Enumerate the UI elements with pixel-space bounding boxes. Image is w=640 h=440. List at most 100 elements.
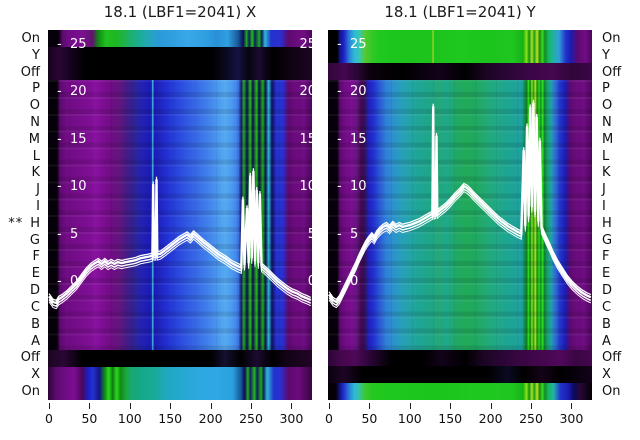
heatmap-panel-y: - 25 - 20 - 15 - 10 - 5 - 0 [328,30,592,400]
y-tick-label: - 10 [337,179,367,194]
heatmap-strip [328,366,592,383]
row-label-right: O [601,97,639,114]
row-label-right: X [601,366,639,383]
row-label-right: C [601,299,639,316]
x-tick-mark [369,403,371,409]
panel-y-title: 18.1 (LBF1=2041) Y [384,3,536,21]
y-tick-label: - 0 [337,274,359,289]
row-label-left: E [0,265,45,282]
x-tick-label: 300 [279,411,304,426]
heatmap-strip [328,63,592,80]
row-label-left: M [0,131,45,148]
row-label-left: L [0,148,45,165]
row-label-right-text: D [602,283,613,299]
heatmap-strip [48,30,312,47]
y-tick-label: - 20 [337,84,367,99]
heatmap-strip [48,367,312,400]
x-tick-label: 200 [478,411,503,426]
heatmap-strip [328,383,592,400]
row-label-right: G [601,232,639,249]
row-label-right-text: On [602,383,621,399]
heatmap-strip [328,80,592,350]
heatmap-strip [328,350,592,366]
row-label-right-text: C [602,299,612,315]
y-tick-label-right: 10 [299,179,312,194]
row-label-left: D [0,282,45,299]
row-marker: ** [8,215,24,231]
x-tick-label: 150 [438,411,463,426]
x-tick-mark [291,403,293,409]
row-label-left-text: C [30,299,40,315]
row-label-left: C [0,299,45,316]
heatmap-strip [48,350,312,367]
row-label-right: On [601,383,639,400]
x-tick-label: 300 [559,411,584,426]
row-label-right-text: F [602,249,610,265]
row-label-right: N [601,114,639,131]
x-tick-label: 200 [198,411,223,426]
row-label-left: Off [0,64,45,81]
row-labels-left: On Y Off P O N M L K J I ** H G F E D C B A Off X On [0,30,45,400]
row-label-left-text: A [31,333,40,349]
y-tick-label-right: 20 [299,84,312,99]
row-label-right-text: E [602,266,611,282]
x-tick-mark [170,403,172,409]
row-label-right-text: N [602,114,612,130]
x-tick-label: 250 [239,411,263,426]
heatmap-panel-x: - 25 - 20 - 15 - 10 - 5 - 0 25 20 15 10 5 0 [48,30,312,400]
x-tick-label: 100 [397,411,422,426]
row-label-right: H [601,215,639,232]
y-tick-label: - 10 [57,179,87,194]
heatmap-strip [48,80,312,350]
row-label-right: I [601,198,639,215]
row-label-right: P [601,80,639,97]
panel-x-title: 18.1 (LBF1=2041) X [103,3,257,21]
y-tick-label: - 5 [337,226,359,242]
x-tick-mark [571,403,573,409]
y-tick-label-right: 25 [299,36,312,52]
row-label-left: P [0,80,45,97]
y-tick-label-right: 0 [307,274,312,289]
row-label-left-text: X [31,367,40,383]
row-label-right: J [601,181,639,198]
row-label-left-text: N [30,114,40,130]
row-label-left-text: B [31,316,40,332]
x-tick-mark [490,403,492,409]
y-tick-label: - 0 [57,274,79,289]
x-tick-label: 50 [81,411,98,426]
row-labels-right: On Y Off P O N M L K J I H G F E D C B A Off X On [601,30,639,400]
row-label-left-text: F [32,249,40,265]
x-tick-mark [531,403,532,409]
row-label-right-text: On [602,30,621,46]
row-label-right: L [601,148,639,165]
row-label-left-text: O [29,98,40,114]
row-label-left-text: G [29,232,40,248]
row-label-right: A [601,333,639,350]
row-label-left: ** H [0,215,45,232]
row-label-right-text: H [602,215,612,231]
row-label-right: Y [601,47,639,64]
row-label-left: On [0,383,45,400]
row-label-left-text: Off [20,64,40,80]
y-tick-label: - 20 [57,84,87,99]
row-label-right-text: Off [602,64,622,80]
row-label-right: On [601,30,639,47]
row-label-right-text: M [602,131,614,147]
row-label-left-text: J [36,182,40,198]
row-label-right-text: A [602,333,611,349]
x-axis-right: 0 50 100 150 200 250 300 [325,400,598,432]
row-label-left: G [0,232,45,249]
row-label-left: A [0,333,45,350]
y-tick-label: - 15 [337,131,367,147]
row-label-right-text: Y [602,47,610,63]
row-label-left: B [0,316,45,333]
x-tick-label: 0 [45,411,53,426]
y-tick-label-right: 5 [307,226,312,242]
row-label-right: K [601,165,639,182]
row-label-right-text: Off [602,350,622,366]
row-label-left: F [0,249,45,266]
row-label-left: X [0,366,45,383]
row-label-right-text: I [602,199,606,215]
row-label-left: Y [0,47,45,64]
x-tick-label: 50 [361,411,378,426]
